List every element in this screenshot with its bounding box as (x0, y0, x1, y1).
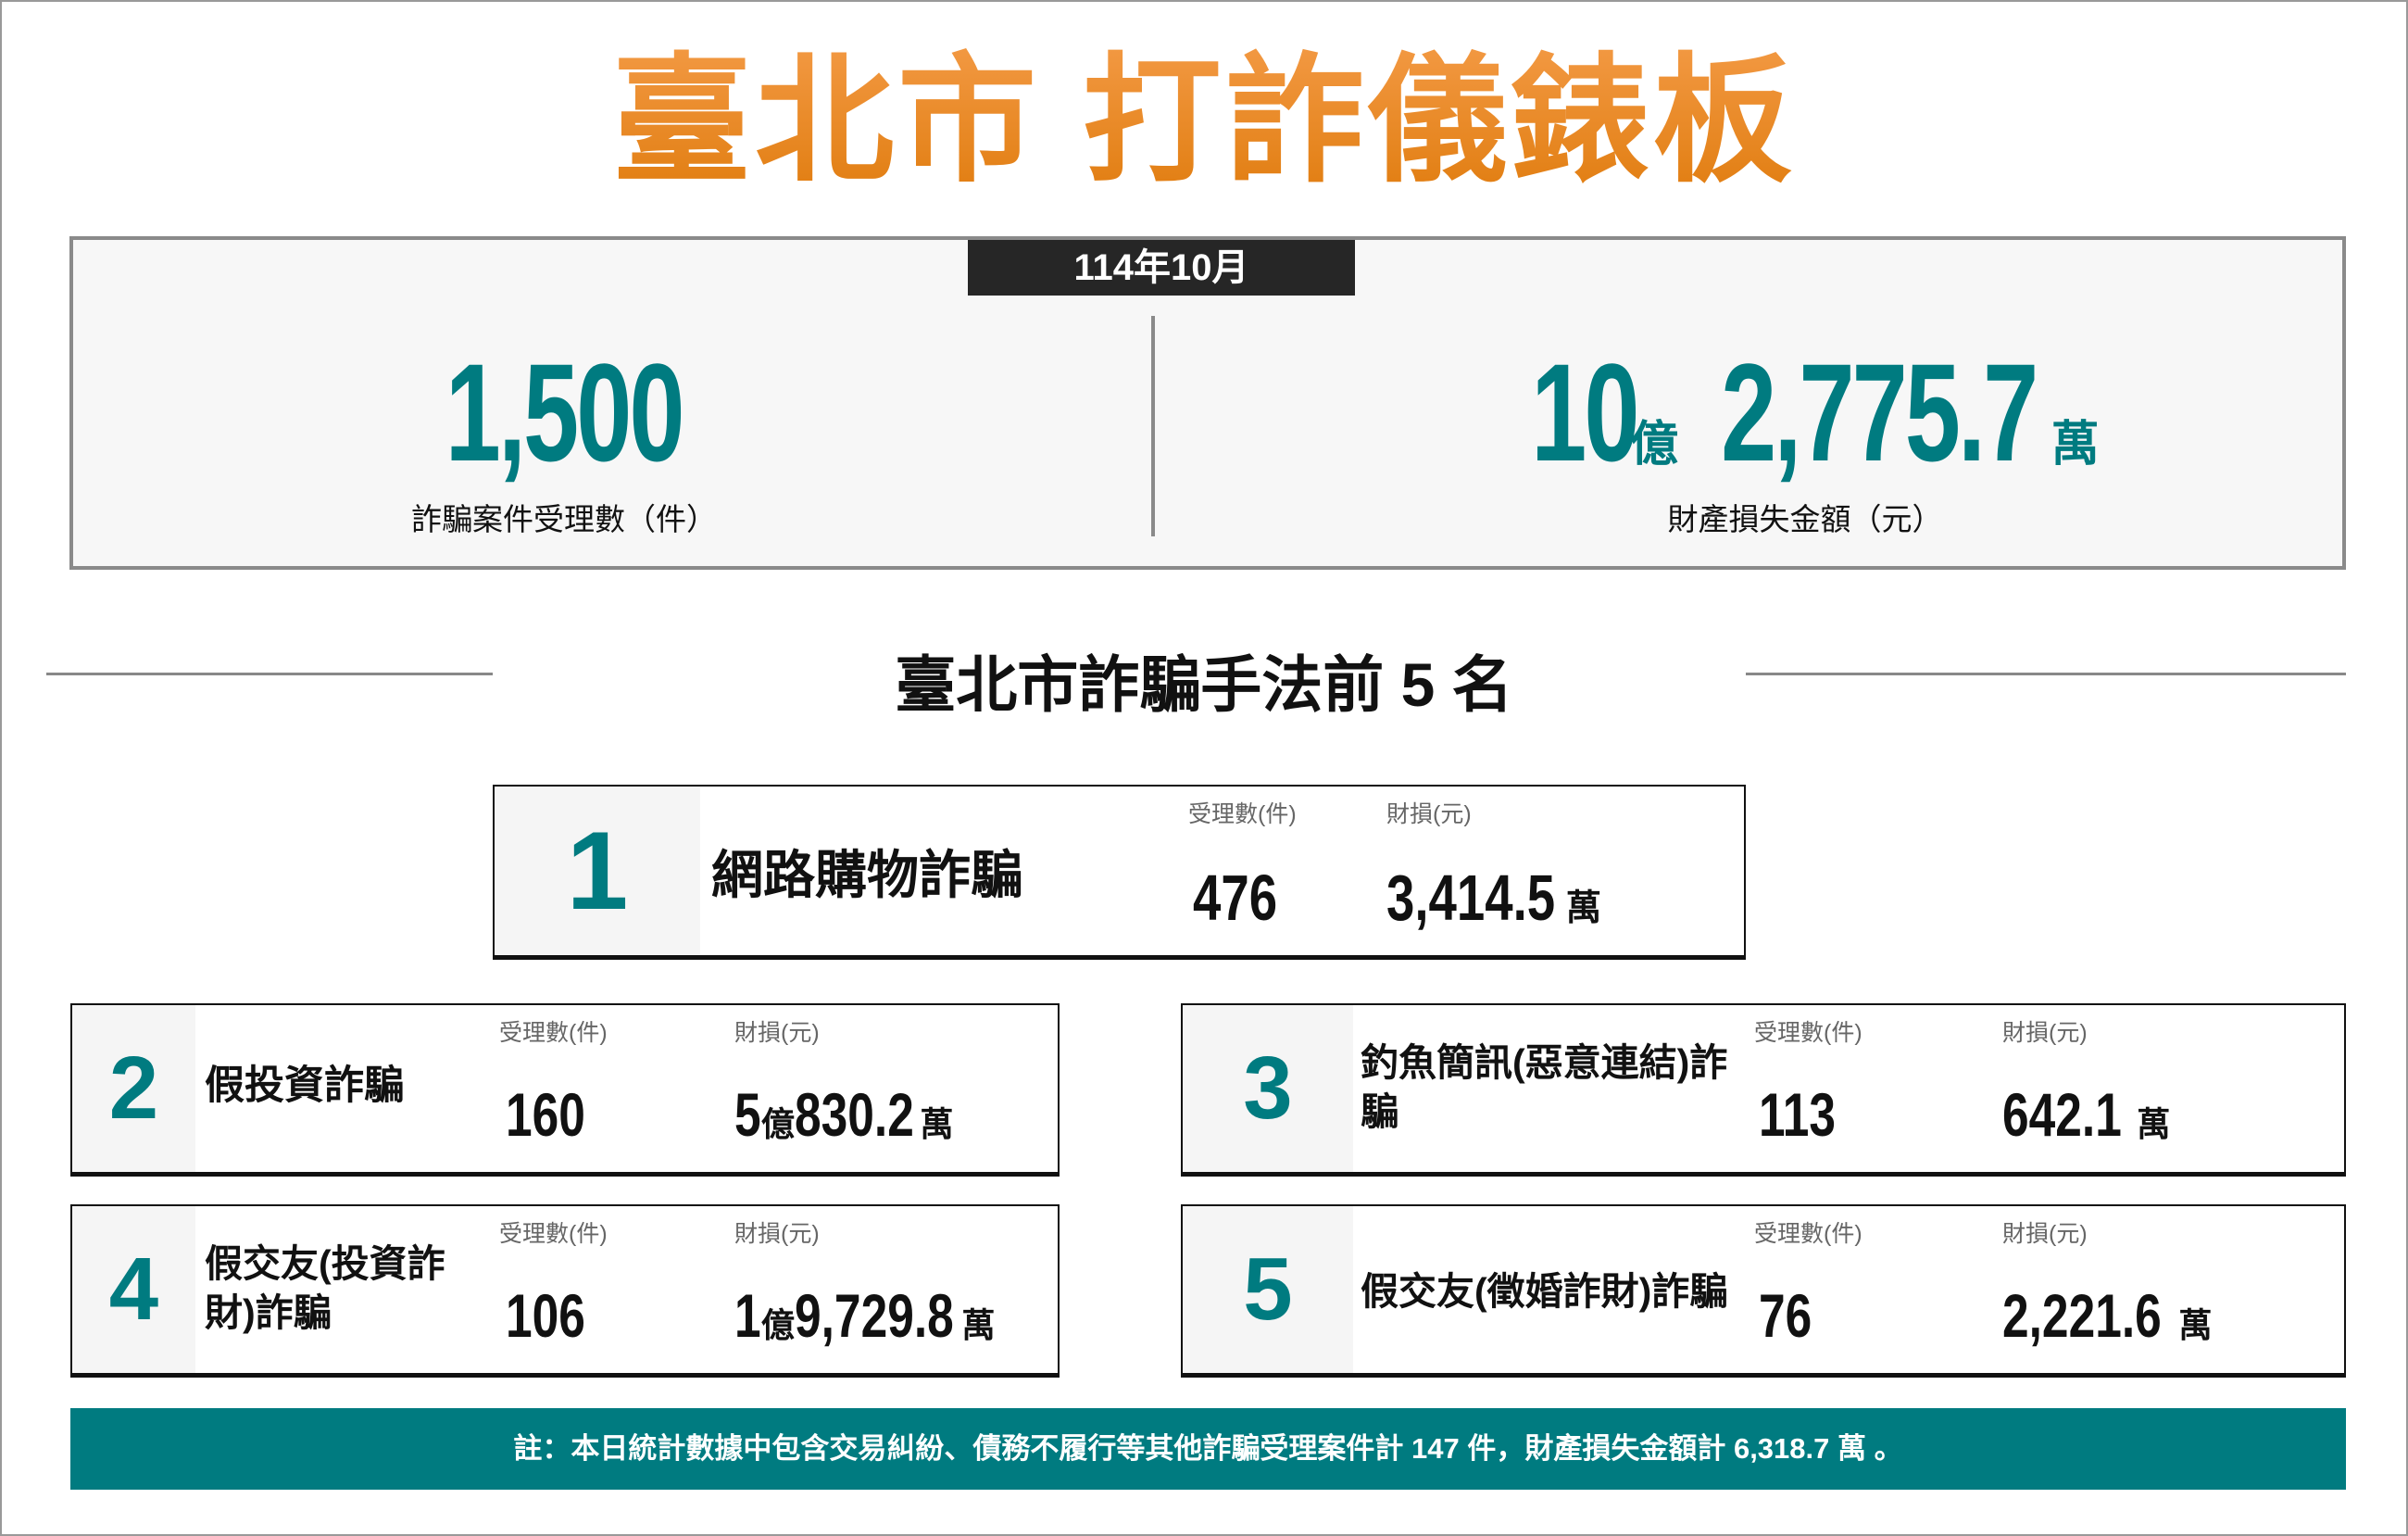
rank-number: 2 (108, 1039, 159, 1138)
total-loss-label: 財產損失金額（元） (1667, 502, 1943, 536)
case-count: 160 (506, 1080, 585, 1149)
summary-panel: 114年10月 1,500 詐騙案件受理數（件） 10億 2,775.7 萬 財產損… (69, 236, 2346, 570)
scam-type: 釣魚簡訊(惡意連結)詐騙 (1361, 1041, 1728, 1134)
divider (1151, 316, 1155, 536)
total-loss: 10億 2,775.7 萬 (1388, 333, 2222, 493)
rank-number: 4 (108, 1240, 159, 1339)
scam-type: 網路購物詐騙 (711, 846, 1022, 904)
count-label: 受理數(件) (1188, 801, 1297, 827)
rank-card-5: 5 假交友(徵婚詐財)詐騙 受理數(件) 財損(元) 76 2,221.6 萬 (1181, 1204, 2346, 1378)
rank-number: 5 (1243, 1240, 1293, 1339)
rank-card-4: 4 假交友(投資詐財)詐騙 受理數(件) 財損(元) 106 1億9,729.8… (70, 1204, 1060, 1378)
loss-amount: 2,221.6 萬 (2002, 1281, 2213, 1350)
total-loss-wan: 2,775.7 (1721, 334, 2038, 490)
rank-card-3: 3 釣魚簡訊(惡意連結)詐騙 受理數(件) 財損(元) 113 642.1 萬 (1181, 1003, 2346, 1177)
loss-label: 財損(元) (2002, 1020, 2088, 1046)
scam-type: 假交友(投資詐財)詐騙 (205, 1242, 445, 1335)
rank-card-1: 1 網路購物詐騙 受理數(件) 財損(元) 476 3,414.5 萬 (493, 785, 1746, 960)
wan-unit: 萬 (2051, 418, 2100, 472)
loss-label: 財損(元) (2002, 1221, 2088, 1247)
yi-unit: 億 (1630, 418, 1679, 472)
section-line-left (46, 673, 493, 675)
total-cases-value: 1,500 (445, 334, 685, 490)
loss-label: 財損(元) (1386, 801, 1472, 827)
section-line-right (1746, 673, 2346, 675)
scam-type: 假投資詐騙 (205, 1064, 404, 1108)
loss-label: 財損(元) (734, 1020, 820, 1046)
case-count: 476 (1193, 862, 1278, 934)
rank-number: 3 (1243, 1039, 1293, 1138)
rank-number: 1 (566, 809, 629, 933)
count-label: 受理數(件) (1754, 1020, 1862, 1046)
loss-amount: 642.1 萬 (2002, 1080, 2171, 1149)
total-cases-label: 詐騙案件受理數（件） (411, 502, 717, 536)
count-label: 受理數(件) (499, 1221, 608, 1247)
total-cases: 1,500 (240, 333, 888, 493)
total-loss-yi: 10 (1531, 334, 1640, 490)
loss-label: 財損(元) (734, 1221, 820, 1247)
count-label: 受理數(件) (1754, 1221, 1862, 1247)
rank-card-2: 2 假投資詐騙 受理數(件) 財損(元) 160 5億830.2 萬 (70, 1003, 1060, 1177)
loss-amount: 3,414.5 萬 (1386, 862, 1602, 934)
count-label: 受理數(件) (499, 1020, 608, 1046)
case-count: 76 (1759, 1281, 1812, 1350)
scam-type: 假交友(徵婚詐財)詐騙 (1361, 1270, 1728, 1313)
loss-amount: 5億830.2 萬 (734, 1080, 954, 1149)
footer-note: 註：本日統計數據中包含交易糾紛、債務不履行等其他詐騙受理案件計 147 件，財產… (70, 1408, 2346, 1490)
loss-amount: 1億9,729.8 萬 (734, 1281, 996, 1350)
section-title: 臺北市詐騙手法前 5 名 (895, 650, 1513, 719)
dashboard-title: 臺北市 打詐儀錶板 (0, 37, 2408, 204)
period-badge: 114年10月 (968, 240, 1355, 296)
case-count: 113 (1759, 1080, 1837, 1149)
case-count: 106 (506, 1281, 585, 1350)
